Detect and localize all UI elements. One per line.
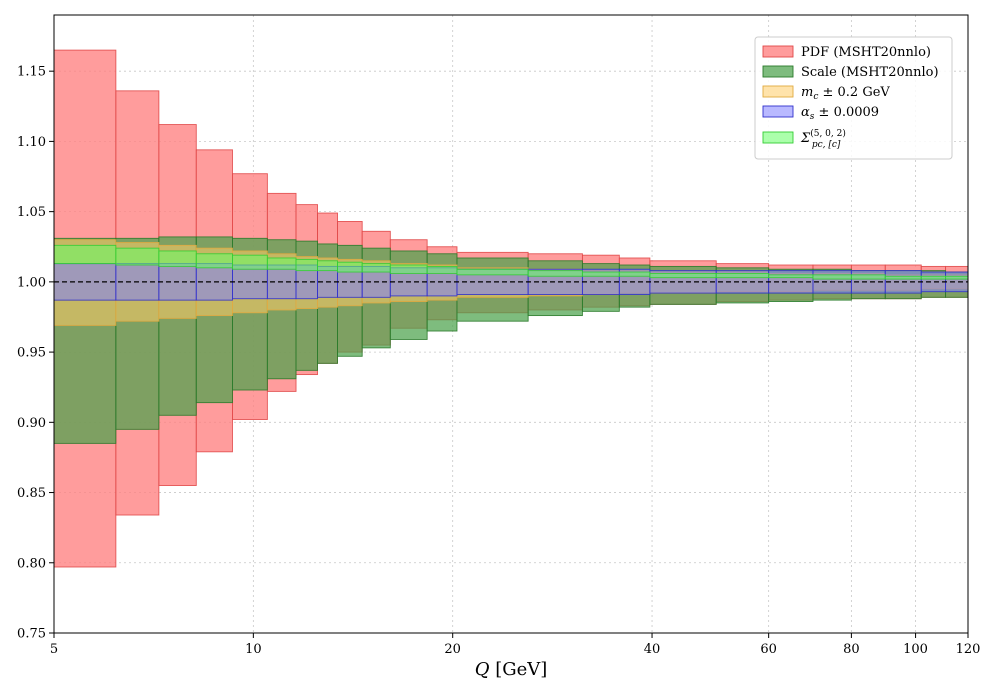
band-sigma-bin [456, 268, 529, 276]
band-sigma-bin [53, 244, 117, 265]
y-axis-ticks: 0.75 0.80 0.85 0.90 0.95 1.00 1.05 1.10 1.15 [17, 65, 54, 642]
band-sigma-bin [768, 274, 814, 279]
legend-item-scale: Scale (MSHT20nnlo) [762, 65, 939, 80]
legend: PDF (MSHT20nnlo) Scale (MSHT20nnlo) mc ± 0… [754, 36, 953, 160]
legend-item-mc: mc ± 0.2 GeV [762, 85, 890, 102]
band-sigma-bin [266, 257, 297, 270]
legend-item-sigma: Σ(5, 0, 2) pc, [c] [762, 128, 846, 150]
x-axis-label: Q [GeV] [475, 659, 548, 680]
legend-swatch [762, 65, 794, 78]
band-sigma-bin [884, 275, 922, 280]
legend-label: mc ± 0.2 GeV [801, 85, 890, 102]
x-tick-label: 80 [843, 642, 860, 657]
band-sigma-bin [649, 272, 717, 279]
band-sigma-bin [317, 260, 338, 272]
x-tick-label: 120 [956, 642, 981, 657]
legend-label: PDF (MSHT20nnlo) [801, 45, 931, 60]
uncertainty-bands [53, 49, 969, 568]
legend-swatch [762, 45, 794, 58]
band-sigma-bin [618, 271, 651, 277]
y-tick-label: 0.85 [17, 486, 46, 501]
band-sigma-bin [945, 275, 969, 280]
y-tick-label: 0.80 [17, 556, 46, 571]
x-tick-label: 5 [50, 642, 58, 657]
x-tick-label: 100 [903, 642, 928, 657]
x-tick-label: 20 [444, 642, 461, 657]
band-sigma-bin [115, 247, 160, 266]
legend-item-pdf: PDF (MSHT20nnlo) [762, 45, 931, 60]
band-sigma-bin [527, 270, 583, 277]
legend-label: Σ(5, 0, 2) pc, [c] [800, 128, 846, 150]
band-sigma-bin [389, 264, 428, 274]
band-sigma-bin [426, 265, 458, 274]
y-tick-label: 0.95 [17, 346, 46, 361]
band-sigma-bin [195, 253, 233, 269]
legend-swatch [762, 105, 794, 118]
y-tick-label: 1.15 [17, 65, 46, 80]
band-sigma-bin [337, 261, 363, 273]
x-tick-label: 10 [245, 642, 262, 657]
legend-box [754, 36, 953, 160]
x-tick-label: 40 [644, 642, 661, 657]
band-sigma-bin [232, 254, 268, 270]
series-sigma [53, 244, 969, 280]
x-axis-label-var: Q [475, 659, 490, 680]
legend-swatch [762, 131, 794, 144]
band-sigma-bin [715, 272, 770, 279]
band-sigma-bin [812, 274, 852, 280]
y-tick-label: 1.10 [17, 135, 46, 150]
y-tick-label: 0.90 [17, 416, 46, 431]
x-tick-label: 60 [760, 642, 777, 657]
band-alphas-bin [920, 271, 947, 293]
y-tick-label: 1.05 [17, 205, 46, 220]
band-sigma-bin [158, 250, 197, 267]
x-axis-ticks: 5 10 20 40 60 80 100 120 [50, 633, 981, 657]
legend-label: Scale (MSHT20nnlo) [801, 65, 939, 80]
y-tick-label: 0.75 [17, 627, 46, 642]
band-sigma-bin [581, 271, 620, 277]
band-sigma-bin [850, 274, 886, 280]
x-axis-label-unit: [GeV] [489, 659, 547, 680]
band-sigma-bin [361, 263, 391, 273]
band-alphas-bin [945, 271, 969, 293]
legend-swatch [762, 85, 794, 98]
plot-frame [53, 14, 969, 634]
band-sigma-bin [295, 258, 318, 272]
legend-label: αs ± 0.0009 [801, 105, 879, 122]
band-sigma-bin [920, 275, 947, 280]
legend-item-alphas: αs ± 0.0009 [762, 105, 879, 122]
y-tick-label: 1.00 [17, 275, 46, 290]
